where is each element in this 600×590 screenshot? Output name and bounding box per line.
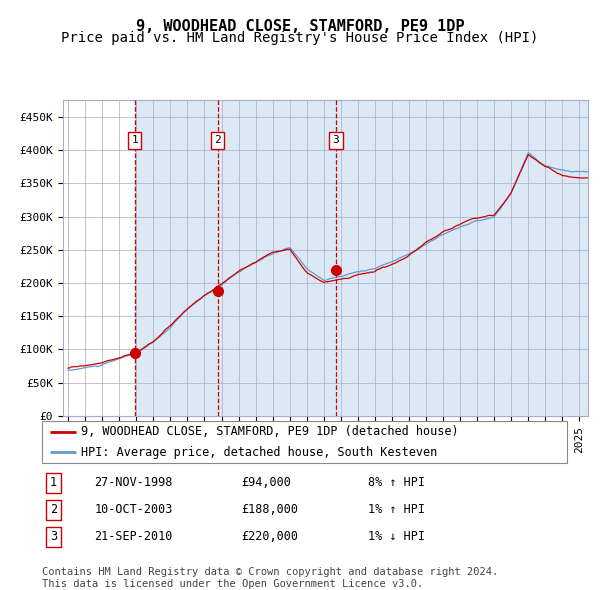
Text: 2: 2 [50, 503, 57, 516]
Text: 9, WOODHEAD CLOSE, STAMFORD, PE9 1DP: 9, WOODHEAD CLOSE, STAMFORD, PE9 1DP [136, 19, 464, 34]
Text: HPI: Average price, detached house, South Kesteven: HPI: Average price, detached house, Sout… [82, 445, 437, 458]
Text: 2: 2 [214, 135, 221, 145]
Text: 3: 3 [50, 530, 57, 543]
Text: 3: 3 [332, 135, 340, 145]
FancyBboxPatch shape [42, 421, 567, 463]
Text: 21-SEP-2010: 21-SEP-2010 [95, 530, 173, 543]
Text: Contains HM Land Registry data © Crown copyright and database right 2024.
This d: Contains HM Land Registry data © Crown c… [42, 567, 498, 589]
Text: £220,000: £220,000 [241, 530, 299, 543]
Text: Price paid vs. HM Land Registry's House Price Index (HPI): Price paid vs. HM Land Registry's House … [61, 31, 539, 45]
Text: £188,000: £188,000 [241, 503, 299, 516]
Text: 27-NOV-1998: 27-NOV-1998 [95, 477, 173, 490]
Text: 8% ↑ HPI: 8% ↑ HPI [367, 477, 425, 490]
Text: 1% ↓ HPI: 1% ↓ HPI [367, 530, 425, 543]
Text: 9, WOODHEAD CLOSE, STAMFORD, PE9 1DP (detached house): 9, WOODHEAD CLOSE, STAMFORD, PE9 1DP (de… [82, 425, 459, 438]
Text: 10-OCT-2003: 10-OCT-2003 [95, 503, 173, 516]
Text: 1: 1 [50, 477, 57, 490]
Bar [134, 100, 600, 416]
Text: 1% ↑ HPI: 1% ↑ HPI [367, 503, 425, 516]
Text: £94,000: £94,000 [241, 477, 292, 490]
Text: 1: 1 [131, 135, 138, 145]
